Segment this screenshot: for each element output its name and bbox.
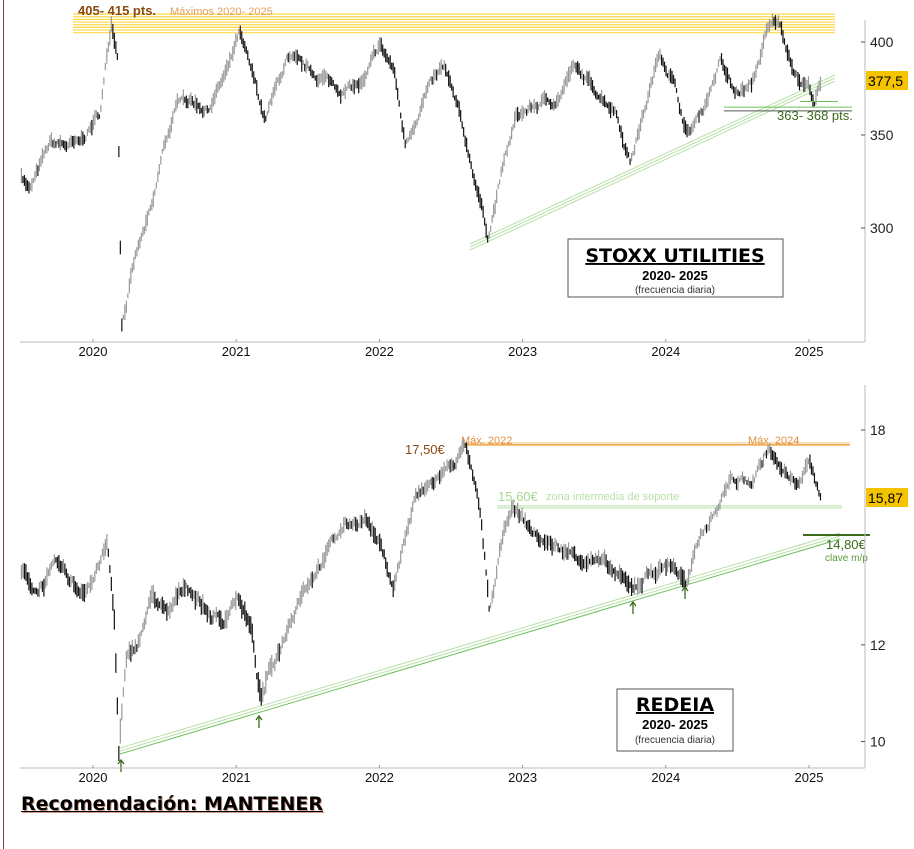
redeia-x-tick-label: 2021 bbox=[222, 770, 251, 785]
stoxx-x-tick-label: 2021 bbox=[222, 344, 251, 359]
trend-line bbox=[469, 80, 836, 251]
chart-title: REDEIA bbox=[636, 694, 714, 716]
redeia-y-tick-label: 10 bbox=[870, 734, 886, 750]
support-label: 363- 368 pts. bbox=[777, 108, 853, 123]
stoxx-x-tick-label: 2025 bbox=[795, 344, 824, 359]
arrow-up-icon bbox=[117, 758, 125, 765]
recommendation: Recomendación: MANTENER bbox=[21, 793, 323, 815]
stoxx-y-tick-label: 300 bbox=[870, 220, 894, 236]
chart-title: STOXX UTILITIES bbox=[585, 245, 764, 267]
stoxx-y-tick-label: 350 bbox=[870, 127, 894, 143]
chart-note: (frecuencia diaria) bbox=[635, 285, 715, 296]
redeia-y-tick-label: 18 bbox=[870, 422, 886, 438]
chart-subtitle: 2020- 2025 bbox=[642, 717, 708, 732]
stoxx-x-tick-label: 2024 bbox=[651, 344, 680, 359]
chart-note: (frecuencia diaria) bbox=[635, 735, 715, 746]
trend-line bbox=[119, 532, 841, 749]
support-mid-label: 15,60€ bbox=[498, 489, 539, 504]
trend-line bbox=[469, 74, 836, 245]
redeia-y-tick-label: 12 bbox=[870, 637, 886, 653]
trend-line bbox=[119, 538, 841, 755]
stoxx-x-tick-label: 2023 bbox=[508, 344, 537, 359]
max-2022-label: Máx. 2022 bbox=[461, 435, 512, 447]
resistance-label: 17,50€ bbox=[405, 442, 446, 457]
resistance-label: 405- 415 pts. bbox=[78, 3, 156, 18]
key-support-note: clave m/p bbox=[825, 553, 868, 564]
last-value-label: 377,5 bbox=[868, 73, 903, 89]
redeia-x-tick-label: 2025 bbox=[795, 770, 824, 785]
arrow-up-icon bbox=[681, 585, 689, 592]
last-value-box bbox=[866, 488, 908, 507]
max-2024-label: Máx. 2024 bbox=[748, 435, 799, 447]
trend-line bbox=[119, 535, 841, 752]
last-value-box bbox=[866, 71, 908, 90]
redeia-x-tick-label: 2022 bbox=[365, 770, 394, 785]
redeia-x-tick-label: 2024 bbox=[651, 770, 680, 785]
stoxx-y-tick-label: 400 bbox=[870, 34, 894, 50]
key-support-label: 14,80€ bbox=[826, 537, 867, 552]
left-border bbox=[3, 0, 4, 849]
title-box bbox=[616, 688, 734, 752]
last-value-label: 15,87 bbox=[868, 490, 903, 506]
chart-subtitle: 2020- 2025 bbox=[642, 268, 708, 283]
resistance-note: Máximos 2020- 2025 bbox=[170, 6, 273, 18]
stoxx-x-tick-label: 2022 bbox=[365, 344, 394, 359]
arrow-up-icon bbox=[255, 714, 263, 721]
redeia-x-tick-label: 2023 bbox=[508, 770, 537, 785]
arrow-up-icon bbox=[629, 600, 637, 607]
stoxx-x-tick-label: 2020 bbox=[79, 344, 108, 359]
title-box bbox=[567, 238, 784, 298]
redeia-x-tick-label: 2020 bbox=[79, 770, 108, 785]
trend-line bbox=[469, 77, 836, 248]
support-mid-note: zona intermedia de soporte bbox=[546, 491, 679, 503]
